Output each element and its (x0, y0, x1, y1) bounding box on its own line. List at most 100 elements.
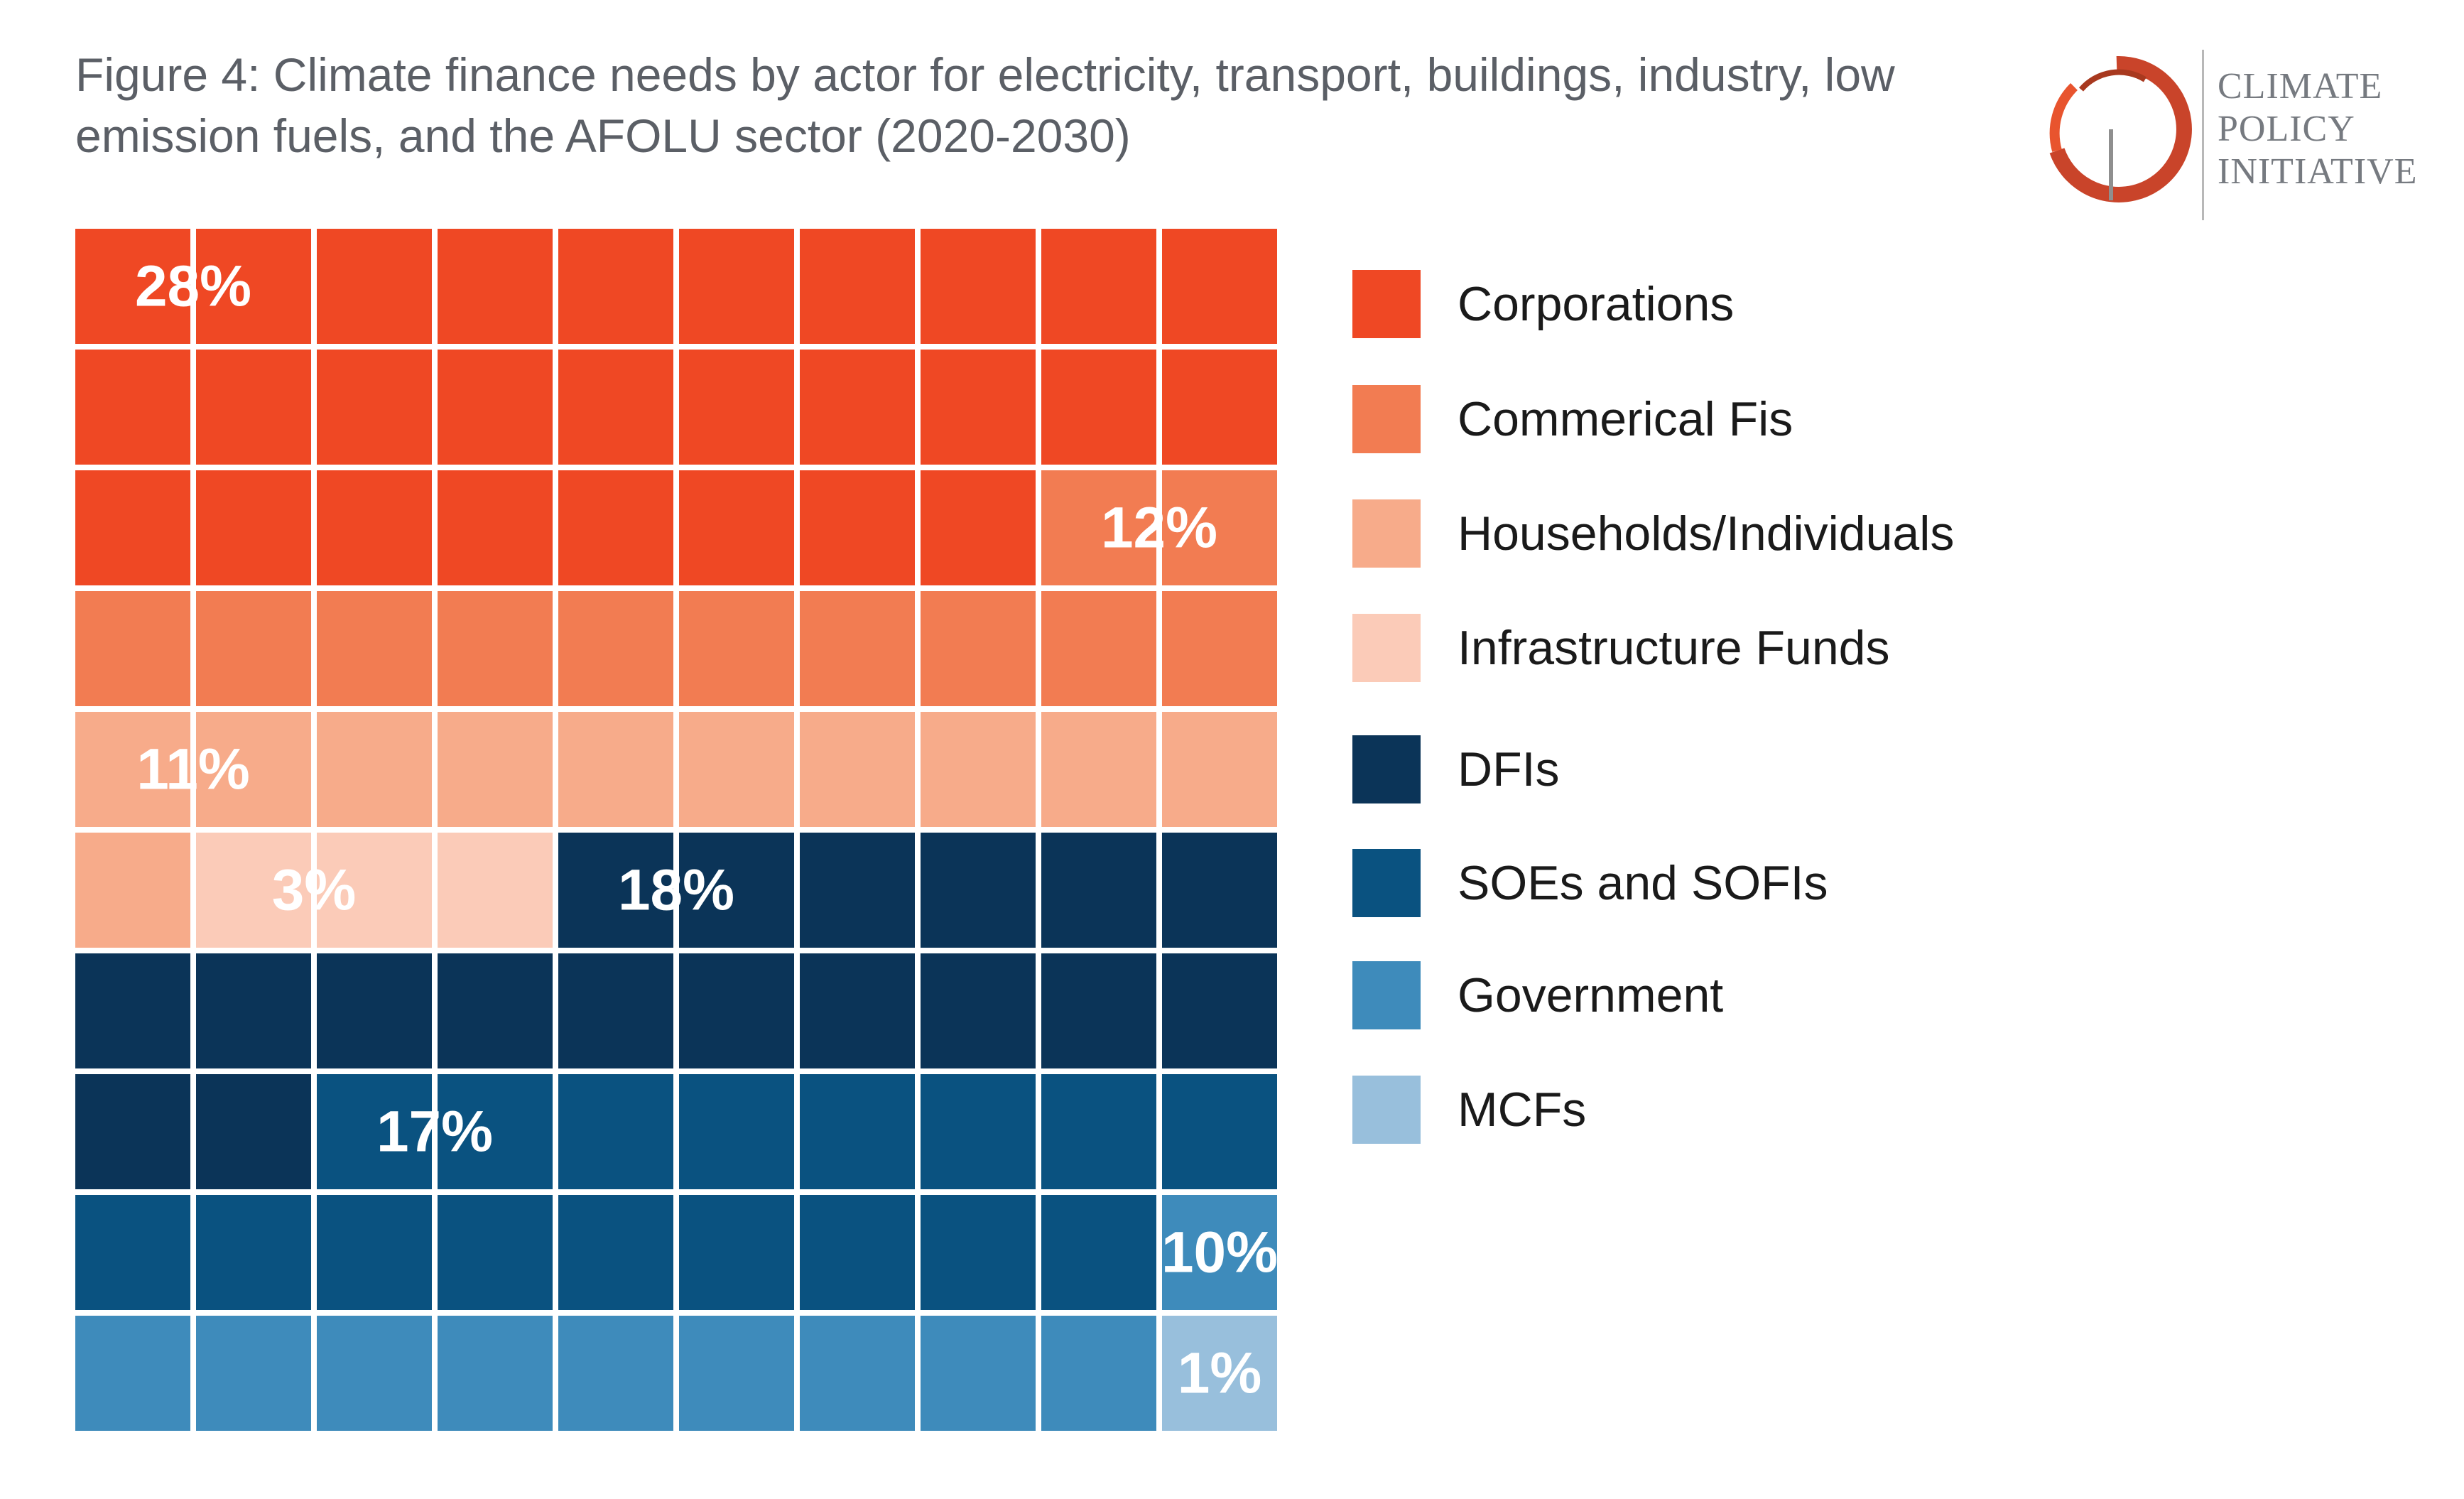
waffle-cell-corporations (196, 470, 311, 585)
waffle-cell-dfis (1041, 833, 1156, 948)
waffle-cell-commerical-fis (1162, 470, 1277, 585)
legend-item-mcfs: MCFs (1352, 1076, 1586, 1144)
waffle-cell-corporations (800, 350, 915, 465)
waffle-cell-dfis (1162, 953, 1277, 1068)
waffle-cell-households-individuals (196, 712, 311, 827)
waffle-cell-soes-and-sofis (679, 1195, 794, 1310)
waffle-cell-dfis (438, 953, 553, 1068)
legend-label: SOEs and SOFIs (1458, 856, 1828, 910)
legend-label: Government (1458, 968, 1724, 1022)
waffle-cell-soes-and-sofis (921, 1195, 1036, 1310)
waffle-cell-dfis (317, 953, 432, 1068)
legend-swatch (1352, 849, 1421, 917)
waffle-cell-households-individuals (558, 712, 673, 827)
legend-swatch (1352, 614, 1421, 682)
waffle-cell-corporations (921, 229, 1036, 344)
legend-item-dfis: DFIs (1352, 735, 1560, 803)
waffle-cell-dfis (679, 953, 794, 1068)
waffle-cell-households-individuals (1162, 712, 1277, 827)
waffle-cell-government (317, 1316, 432, 1431)
waffle-cell-government (679, 1316, 794, 1431)
waffle-cell-government (196, 1316, 311, 1431)
waffle-cell-households-individuals (75, 712, 190, 827)
data-label-commerical-fis: 12% (1101, 496, 1217, 561)
legend-swatch (1352, 961, 1421, 1029)
logo-wordmark: CLIMATE POLICY INITIATIVE (2218, 65, 2417, 193)
data-label-households-individuals: 11% (136, 737, 250, 802)
waffle-cell-households-individuals (921, 712, 1036, 827)
waffle-cell-soes-and-sofis (679, 1074, 794, 1189)
waffle-cell-commerical-fis (1041, 591, 1156, 706)
legend-label: MCFs (1458, 1083, 1587, 1137)
waffle-cell-corporations (558, 470, 673, 585)
legend-item-corporations: Corporations (1352, 270, 1734, 338)
waffle-cell-corporations (75, 229, 190, 344)
waffle-cell-dfis (558, 953, 673, 1068)
waffle-cell-government (75, 1316, 190, 1431)
waffle-cell-commerical-fis (1162, 591, 1277, 706)
waffle-cell-corporations (1162, 350, 1277, 465)
waffle-cell-corporations (800, 470, 915, 585)
waffle-cell-government (558, 1316, 673, 1431)
legend-swatch (1352, 270, 1421, 338)
waffle-cell-dfis (75, 1074, 190, 1189)
waffle-cell-dfis (800, 953, 915, 1068)
data-label-corporations: 28% (135, 254, 251, 319)
waffle-cell-households-individuals (1041, 712, 1156, 827)
waffle-cell-government (921, 1316, 1036, 1431)
waffle-cell-corporations (196, 350, 311, 465)
waffle-cell-dfis (800, 833, 915, 948)
legend-item-commerical-fis: Commerical Fis (1352, 385, 1793, 453)
waffle-cell-government (1162, 1195, 1277, 1310)
waffle-cell-households-individuals (438, 712, 553, 827)
waffle-cell-corporations (75, 350, 190, 465)
waffle-cell-households-individuals (75, 833, 190, 948)
waffle-cell-corporations (679, 350, 794, 465)
waffle-cell-commerical-fis (1041, 470, 1156, 585)
legend-item-infrastructure-funds: Infrastructure Funds (1352, 614, 1889, 682)
waffle-cell-soes-and-sofis (317, 1195, 432, 1310)
waffle-cell-corporations (679, 470, 794, 585)
waffle-cell-soes-and-sofis (800, 1195, 915, 1310)
data-label-dfis: 18% (618, 858, 734, 923)
waffle-cell-dfis (196, 1074, 311, 1189)
legend-label: DFIs (1458, 742, 1560, 796)
waffle-cell-government (800, 1316, 915, 1431)
logo-line-2: POLICY (2218, 109, 2355, 149)
legend-swatch (1352, 385, 1421, 453)
data-label-soes-and-sofis: 17% (376, 1100, 493, 1164)
waffle-cell-corporations (921, 350, 1036, 465)
waffle-cell-soes-and-sofis (558, 1074, 673, 1189)
legend-item-households-individuals: Households/Individuals (1352, 499, 1954, 568)
waffle-cell-commerical-fis (679, 591, 794, 706)
waffle-cell-households-individuals (679, 712, 794, 827)
waffle-cell-infrastructure-funds (438, 833, 553, 948)
waffle-cell-government (1041, 1316, 1156, 1431)
waffle-cell-corporations (558, 229, 673, 344)
waffle-cell-dfis (1041, 953, 1156, 1068)
waffle-cell-commerical-fis (438, 591, 553, 706)
waffle-cell-soes-and-sofis (75, 1195, 190, 1310)
logo-line-3: INITIATIVE (2218, 151, 2418, 192)
legend-swatch (1352, 1076, 1421, 1144)
waffle-cell-corporations (196, 229, 311, 344)
waffle-cell-soes-and-sofis (438, 1074, 553, 1189)
legend-label: Households/Individuals (1458, 507, 1955, 561)
waffle-cell-dfis (921, 953, 1036, 1068)
data-label-mcfs: 1% (1178, 1341, 1262, 1406)
logo-divider (2202, 50, 2204, 220)
logo-ring-icon (2049, 55, 2192, 202)
waffle-cell-dfis (558, 833, 673, 948)
waffle-cell-dfis (75, 953, 190, 1068)
waffle-cell-soes-and-sofis (317, 1074, 432, 1189)
waffle-cell-mcfs (1162, 1316, 1277, 1431)
waffle-cell-commerical-fis (921, 591, 1036, 706)
waffle-cell-dfis (196, 953, 311, 1068)
waffle-cell-corporations (800, 229, 915, 344)
waffle-cell-corporations (75, 470, 190, 585)
waffle-cell-dfis (679, 833, 794, 948)
waffle-cell-corporations (1162, 229, 1277, 344)
waffle-cell-commerical-fis (800, 591, 915, 706)
legend-swatch (1352, 499, 1421, 568)
waffle-cell-dfis (921, 833, 1036, 948)
